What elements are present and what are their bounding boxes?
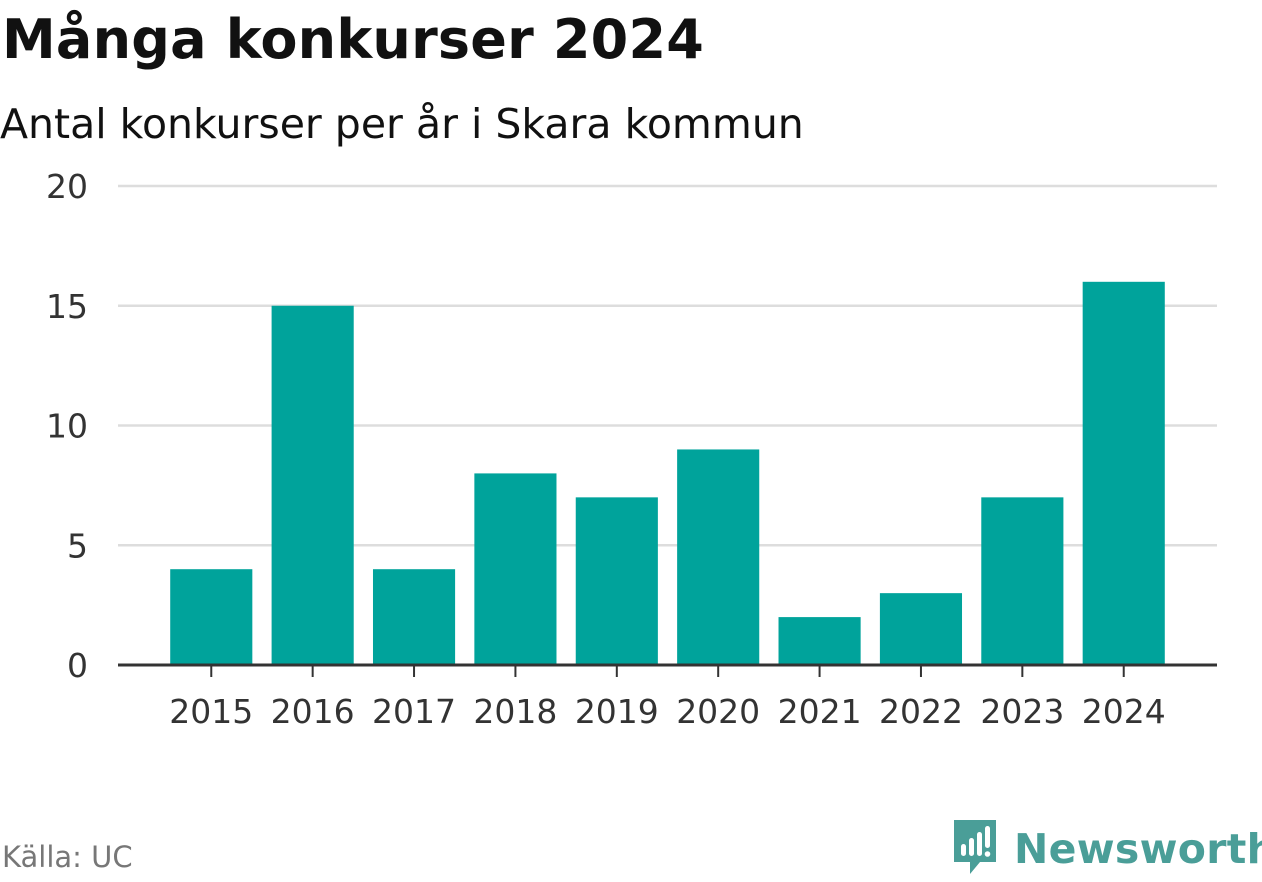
x-tick-label: 2017 (372, 692, 456, 731)
x-tick-label: 2023 (980, 692, 1064, 731)
y-tick-label: 5 (67, 526, 88, 565)
x-tick-label: 2024 (1082, 692, 1166, 731)
bar-2018 (474, 473, 557, 665)
x-tick-label: 2015 (169, 692, 253, 731)
chart-title: Många konkurser 2024 (2, 8, 704, 71)
x-tick-label: 2021 (778, 692, 862, 731)
brand-name: Newsworthy (1014, 825, 1262, 873)
x-tick-label: 2019 (575, 692, 659, 731)
bar-2022 (879, 593, 963, 665)
y-tick-label: 0 (67, 646, 88, 685)
bar-2019 (575, 497, 658, 665)
bar-2016 (271, 305, 354, 665)
x-tick-label: 2020 (676, 692, 760, 731)
bar-2023 (981, 497, 1064, 665)
chart-subtitle: Antal konkurser per år i Skara kommun (0, 100, 804, 148)
source-note: Källa: UC (2, 840, 133, 874)
y-tick-label: 10 (46, 407, 88, 446)
y-axis-tick-labels: 0 5 10 15 20 (46, 167, 88, 685)
x-axis: 2015 2016 2017 2018 2019 2020 2021 2022 2023 2024 (118, 663, 1217, 731)
x-tick-label: 2016 (271, 692, 355, 731)
x-tick-label: 2022 (879, 692, 963, 731)
bar-2020 (677, 449, 760, 665)
brand-logo: Newsworthy (950, 818, 1262, 880)
bars (170, 281, 1165, 665)
bar-2024 (1082, 281, 1165, 665)
bar-2017 (372, 569, 456, 665)
y-tick-label: 20 (46, 167, 88, 206)
bar-2021 (778, 617, 861, 665)
bar-2015 (170, 569, 253, 665)
newsworthy-logo-icon (950, 816, 1000, 882)
y-tick-label: 15 (46, 287, 88, 326)
x-tick-label: 2018 (473, 692, 557, 731)
